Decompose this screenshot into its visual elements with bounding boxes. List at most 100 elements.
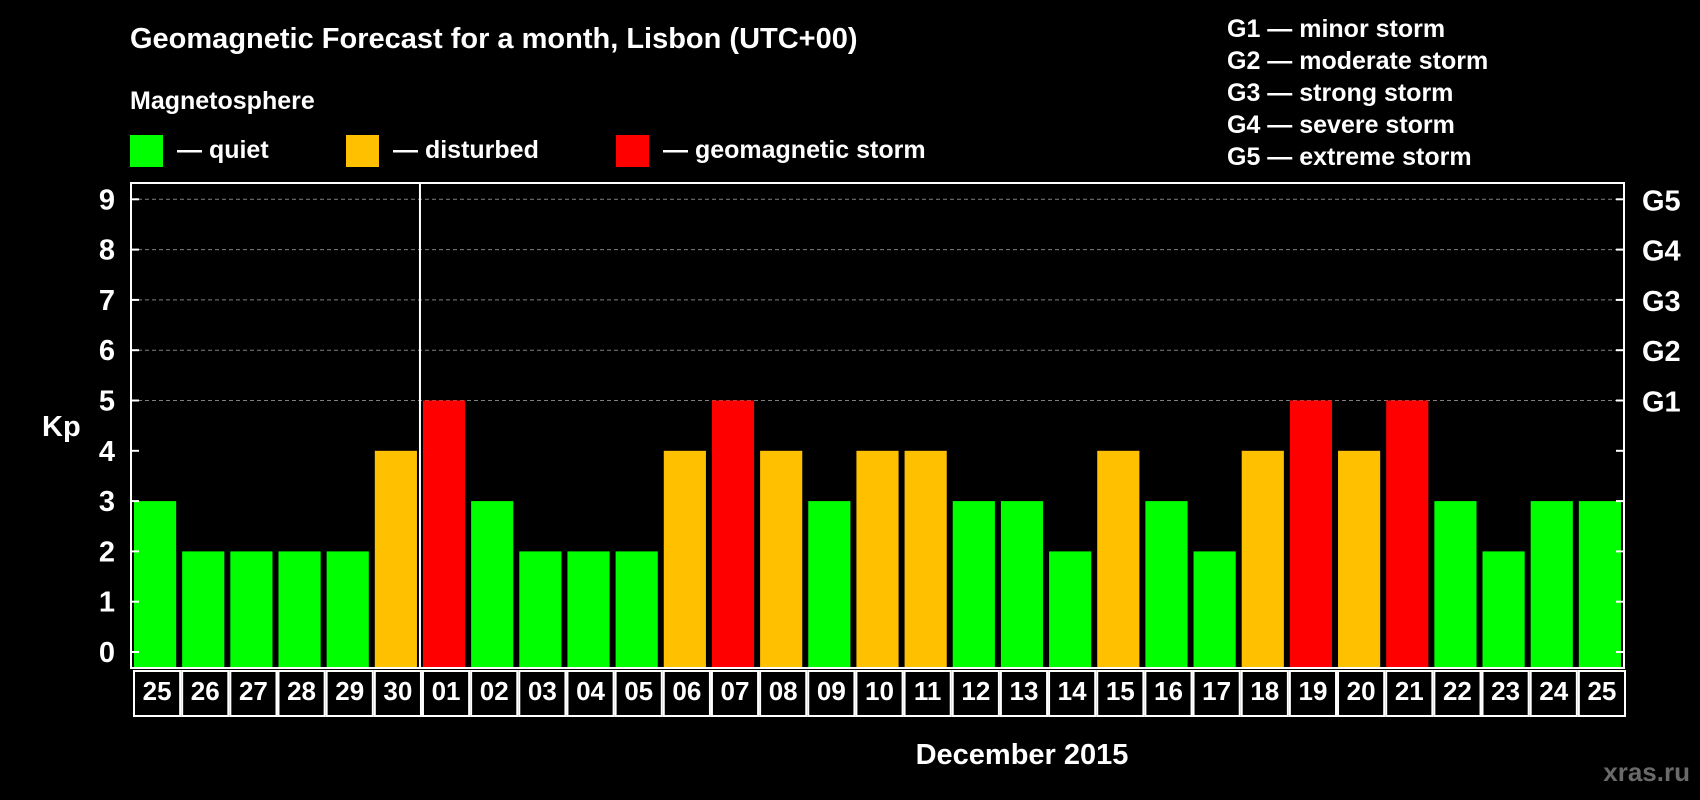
date-cell-23	[1240, 670, 1289, 717]
date-cell-28	[1481, 670, 1530, 717]
y-tick-label-0: 0	[99, 637, 115, 669]
legend-label-storm: — geomagnetic storm	[663, 136, 926, 164]
bar-19	[1049, 551, 1092, 668]
bar-26	[1386, 400, 1429, 668]
date-cell-9	[566, 670, 615, 717]
date-cell-4	[325, 670, 374, 717]
bar-27	[1434, 501, 1477, 668]
bar-15	[856, 450, 899, 668]
y-axis-label: Kp	[42, 411, 81, 443]
y-tick-label-7: 7	[99, 285, 115, 317]
bar-22	[1193, 551, 1236, 668]
date-cell-6	[421, 670, 471, 717]
date-cell-13	[759, 670, 808, 717]
bar-29	[1530, 501, 1573, 668]
bar-21	[1145, 501, 1188, 668]
bar-1	[182, 551, 225, 668]
date-label-8: 03	[528, 676, 557, 706]
y-tick-label-9: 9	[99, 184, 115, 216]
date-cell-2	[229, 670, 278, 717]
bar-23	[1241, 450, 1284, 668]
bar-4	[326, 551, 369, 668]
bar-24	[1289, 400, 1333, 668]
date-label-19: 14	[1058, 676, 1087, 706]
date-label-22: 17	[1202, 676, 1231, 706]
y-tick-label-5: 5	[99, 386, 115, 418]
date-label-17: 12	[961, 676, 990, 706]
x-axis-label: December 2015	[916, 739, 1129, 771]
watermark: xras.ru	[1603, 757, 1690, 787]
date-cell-18	[999, 670, 1049, 717]
date-cell-11	[662, 670, 711, 717]
legend-swatch-storm	[616, 135, 649, 167]
y-tick-label-6: 6	[99, 335, 115, 367]
date-cell-14	[807, 670, 856, 717]
bar-3	[278, 551, 321, 668]
date-label-30: 25	[1587, 676, 1616, 706]
date-label-11: 06	[672, 676, 701, 706]
date-cell-19	[1048, 670, 1097, 717]
bar-0	[134, 501, 177, 668]
storm-level-label-g1: G1	[1642, 387, 1681, 419]
bar-8	[519, 551, 562, 668]
date-cell-27	[1433, 670, 1482, 717]
date-label-6: 01	[432, 676, 461, 706]
date-label-27: 22	[1443, 676, 1472, 706]
date-label-4: 29	[335, 676, 364, 706]
y-tick-label-8: 8	[99, 235, 115, 267]
bar-28	[1482, 551, 1525, 668]
bar-14	[808, 501, 851, 668]
legend: — quiet — disturbed — geomagnetic storm	[130, 135, 926, 167]
date-label-1: 26	[191, 676, 220, 706]
storm-scale-g5: G5 — extreme storm	[1227, 143, 1472, 171]
plot-frame	[130, 182, 1625, 669]
storm-scale-g4: G4 — severe storm	[1227, 111, 1455, 139]
storm-level-label-g2: G2	[1642, 336, 1681, 368]
date-cell-29	[1529, 670, 1578, 717]
bar-6	[422, 400, 466, 668]
date-label-18: 13	[1010, 676, 1039, 706]
storm-level-label-g4: G4	[1642, 236, 1681, 268]
y-axis-ticks: 0 1 2 3 4 5 6 7 8 9	[99, 184, 1624, 669]
date-cell-15	[855, 670, 904, 717]
storm-level-label-g5: G5	[1642, 185, 1681, 217]
date-cell-17	[951, 670, 1000, 717]
storm-scale-g1: G1 — minor storm	[1227, 15, 1445, 43]
y-tick-label-1: 1	[99, 587, 115, 619]
date-cell-7	[470, 670, 519, 717]
bars	[134, 400, 1621, 668]
bar-2	[230, 551, 273, 668]
legend-title: Magnetosphere	[130, 87, 315, 115]
legend-swatch-disturbed	[346, 135, 379, 167]
bar-20	[1097, 450, 1140, 668]
bar-10	[615, 551, 658, 668]
grid-lines	[131, 198, 1624, 401]
date-label-10: 05	[624, 676, 653, 706]
date-label-20: 15	[1106, 676, 1135, 706]
legend-swatch-quiet	[130, 135, 163, 167]
y-tick-label-3: 3	[99, 486, 115, 518]
storm-scale-legend: G1 — minor storm G2 — moderate storm G3 — …	[1227, 15, 1488, 171]
y-tick-label-4: 4	[99, 436, 115, 468]
bar-11	[663, 450, 706, 668]
date-label-12: 07	[721, 676, 750, 706]
date-label-0: 25	[143, 676, 172, 706]
date-label-23: 18	[1250, 676, 1279, 706]
bar-13	[760, 450, 803, 668]
storm-scale-g2: G2 — moderate storm	[1227, 47, 1488, 75]
storm-level-ticks: G1 G2 G3 G4 G5	[1642, 185, 1681, 418]
date-label-29: 24	[1539, 676, 1568, 706]
chart-title: Geomagnetic Forecast for a month, Lisbon…	[130, 23, 858, 55]
date-label-26: 21	[1395, 676, 1424, 706]
date-cell-12	[710, 670, 760, 717]
date-label-5: 30	[383, 676, 412, 706]
date-label-2: 27	[239, 676, 268, 706]
date-label-9: 04	[576, 676, 605, 706]
x-axis-date-cells: 25 26 27 28 29 30 01 02 03 04 05 06 07 08 09 10 11 12 13 14…	[133, 670, 1627, 717]
date-label-16: 11	[914, 676, 942, 706]
date-cell-3	[277, 670, 326, 717]
date-cell-10	[614, 670, 663, 717]
date-label-13: 08	[769, 676, 798, 706]
storm-level-label-g3: G3	[1642, 286, 1681, 318]
